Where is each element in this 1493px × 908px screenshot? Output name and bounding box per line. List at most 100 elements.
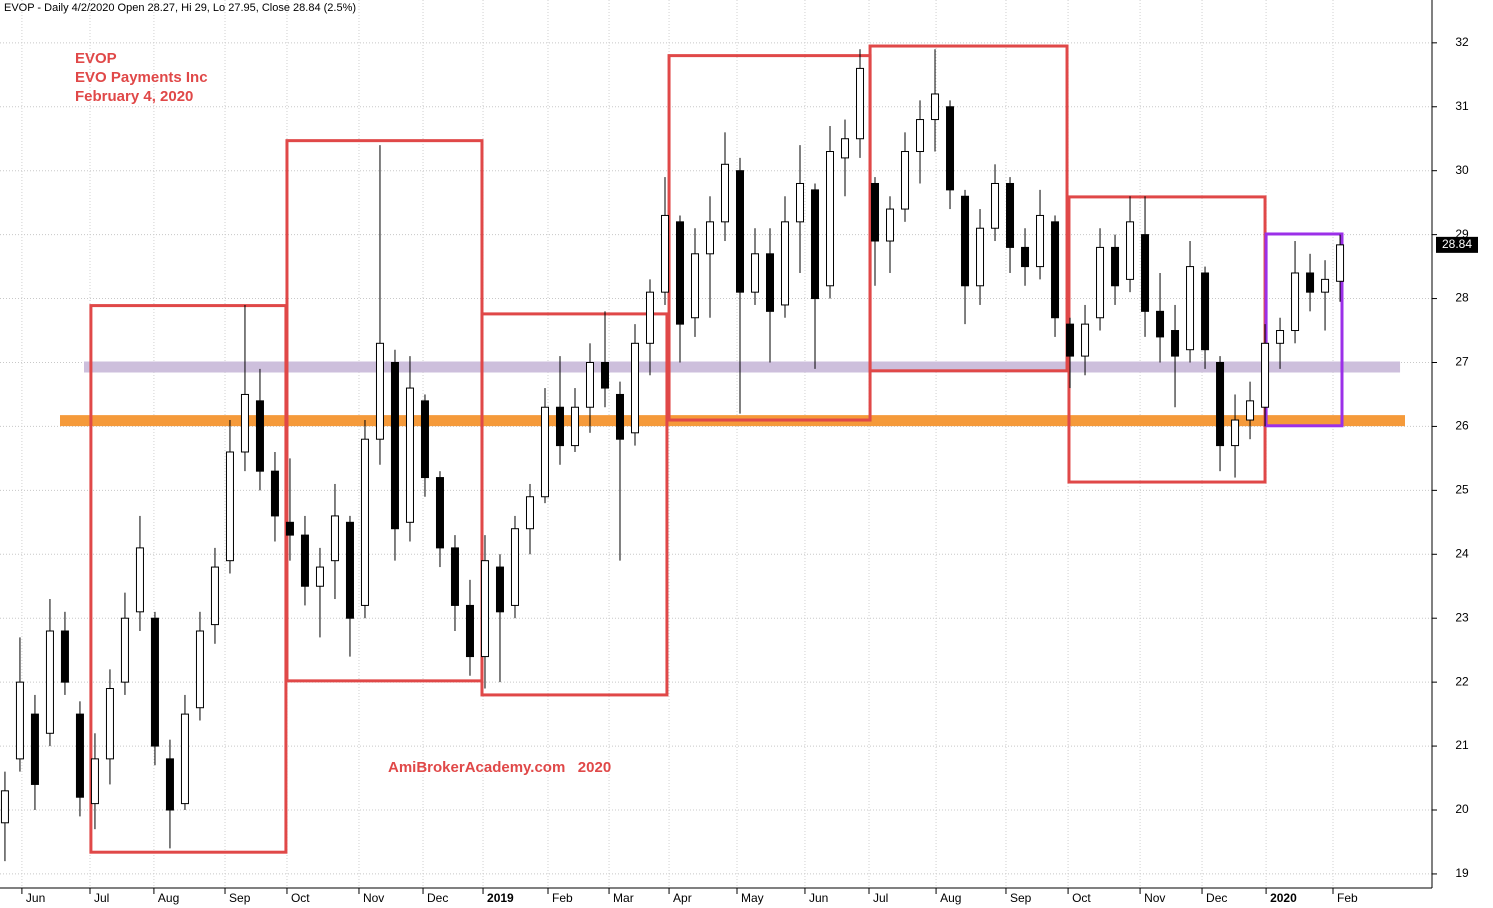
candle-body bbox=[1231, 419, 1240, 447]
x-tick-label: Sep bbox=[229, 891, 251, 905]
candle-body bbox=[465, 604, 474, 658]
candle-body bbox=[1021, 246, 1030, 268]
x-tick-label: Dec bbox=[427, 891, 448, 905]
candle-body bbox=[1276, 330, 1285, 344]
candle-body bbox=[886, 208, 895, 242]
candle-body bbox=[105, 688, 114, 760]
candle-body bbox=[736, 170, 745, 293]
candle-body bbox=[1036, 214, 1045, 268]
candle-body bbox=[570, 406, 579, 447]
candle-body bbox=[871, 182, 880, 242]
candle-body bbox=[1336, 244, 1345, 282]
last-price-box bbox=[1436, 236, 1478, 253]
range-box bbox=[480, 312, 669, 697]
x-tick-label: Apr bbox=[673, 891, 692, 905]
candle-body bbox=[826, 151, 835, 287]
candle-body bbox=[135, 547, 144, 613]
y-tick-label: 32 bbox=[1455, 35, 1469, 49]
y-tick-label: 24 bbox=[1455, 546, 1469, 560]
candle-body bbox=[210, 566, 219, 626]
y-tick-label: 26 bbox=[1455, 419, 1469, 433]
x-tick-label: Jul bbox=[873, 891, 888, 905]
candle-body bbox=[330, 515, 339, 562]
y-tick-label: 23 bbox=[1455, 610, 1469, 624]
candle-body bbox=[90, 758, 99, 805]
candle-body bbox=[180, 713, 189, 805]
candle-body bbox=[1096, 246, 1105, 319]
candle-body bbox=[841, 138, 850, 159]
candle-body bbox=[300, 534, 309, 587]
x-tick-label: Nov bbox=[363, 891, 384, 905]
y-tick-label: 20 bbox=[1455, 802, 1469, 816]
candle-body bbox=[961, 195, 970, 287]
candle-body bbox=[600, 361, 609, 389]
x-tick-label: 2020 bbox=[1270, 891, 1297, 905]
y-tick-label: 28 bbox=[1455, 291, 1469, 305]
candle-body bbox=[1216, 361, 1225, 447]
candle-body bbox=[1006, 182, 1015, 248]
candle-body bbox=[345, 521, 354, 619]
candle-body bbox=[480, 560, 489, 658]
candle-body bbox=[976, 227, 985, 287]
candle-body bbox=[1126, 221, 1135, 280]
x-tick-label: Nov bbox=[1144, 891, 1165, 905]
x-tick-label: Aug bbox=[940, 891, 961, 905]
candle-body bbox=[285, 521, 294, 536]
candle-body bbox=[615, 393, 624, 440]
candle-body bbox=[1246, 400, 1255, 421]
candle-body bbox=[360, 438, 369, 606]
candle-body bbox=[630, 342, 639, 434]
candle-body bbox=[15, 681, 24, 760]
candle-body bbox=[1081, 323, 1090, 357]
x-tick-label: Jun bbox=[809, 891, 828, 905]
y-tick-label: 30 bbox=[1455, 163, 1469, 177]
candle-body bbox=[45, 630, 54, 734]
candle-body bbox=[1321, 278, 1330, 293]
candle-body bbox=[420, 400, 429, 479]
candle-body bbox=[405, 387, 414, 523]
y-tick-label: 22 bbox=[1455, 674, 1469, 688]
last-price-label: 28.84 bbox=[1442, 237, 1472, 251]
candle-body bbox=[705, 221, 714, 255]
candle-body bbox=[931, 93, 940, 121]
x-tick-label: Feb bbox=[552, 891, 573, 905]
candle-body bbox=[255, 400, 264, 472]
candle-body bbox=[510, 528, 519, 606]
candle-body bbox=[901, 151, 910, 210]
candle-body bbox=[450, 547, 459, 606]
y-tick-label: 25 bbox=[1455, 483, 1469, 497]
range-box bbox=[868, 44, 1069, 373]
candle-body bbox=[225, 451, 234, 562]
candle-body bbox=[1201, 272, 1210, 351]
candle-body bbox=[375, 342, 384, 440]
candle-body bbox=[1141, 234, 1150, 312]
candle-body bbox=[525, 496, 534, 530]
x-tick-label: May bbox=[741, 891, 764, 905]
annotation: February 4, 2020 bbox=[75, 88, 193, 105]
candle-body bbox=[540, 406, 549, 498]
candle-body bbox=[645, 291, 654, 344]
candle-body bbox=[555, 406, 564, 447]
candle-body bbox=[120, 617, 129, 683]
candle-body bbox=[856, 67, 865, 140]
candle-body bbox=[30, 713, 39, 785]
annotation: EVO Payments Inc bbox=[75, 69, 208, 86]
candle-body bbox=[721, 163, 730, 223]
x-tick-label: Oct bbox=[291, 891, 310, 905]
candle-body bbox=[1261, 342, 1270, 408]
candle-body bbox=[781, 221, 790, 306]
candle-body bbox=[675, 221, 684, 325]
candle-body bbox=[811, 189, 820, 300]
chart-header: EVOP - Daily 4/2/2020 Open 28.27, Hi 29,… bbox=[4, 2, 356, 14]
candle-body bbox=[60, 630, 69, 683]
y-tick-label: 31 bbox=[1455, 99, 1469, 113]
candle-body bbox=[1111, 246, 1120, 287]
candle-body bbox=[495, 566, 504, 613]
candle-body bbox=[766, 253, 775, 312]
candle-body bbox=[195, 630, 204, 709]
candle-body bbox=[796, 182, 805, 223]
y-tick-label: 21 bbox=[1455, 738, 1469, 752]
x-tick-label: 2019 bbox=[487, 891, 514, 905]
range-box bbox=[1264, 232, 1344, 428]
